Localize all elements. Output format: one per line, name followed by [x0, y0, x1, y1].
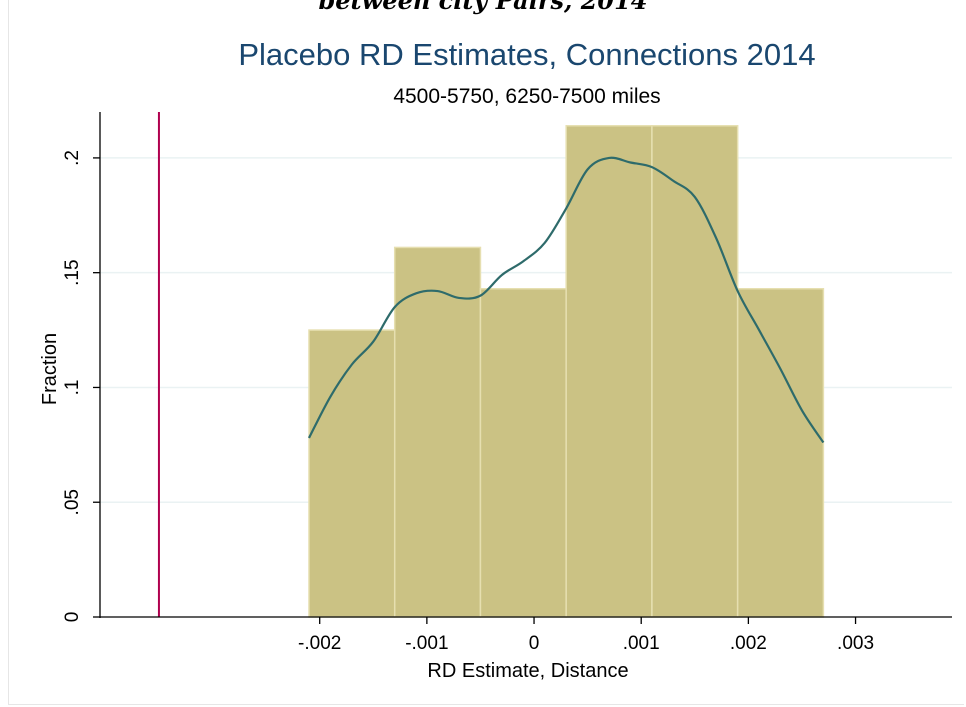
y-axis-label: Fraction [39, 333, 61, 405]
x-tick-label-3: .001 [623, 633, 660, 654]
y-tick-label-3: .15 [62, 259, 83, 285]
x-tick-label-1: -.001 [405, 633, 448, 654]
y-tick-label-1: .05 [62, 489, 83, 515]
density-curve [308, 156, 825, 444]
histogram-bar-1 [393, 246, 482, 618]
chart-frame [8, 0, 964, 705]
x-tick-label-0: -.002 [298, 633, 341, 654]
chart-subtitle: 4500-5750, 6250-7500 miles [393, 85, 660, 108]
axes [99, 112, 952, 618]
x-tick-label-5: .003 [837, 633, 874, 654]
y-axis-ticks: 0 .05 .1 .15 .2 [62, 150, 100, 622]
y-tick-label-4: .2 [62, 150, 83, 166]
y-tick-label-2: .1 [62, 380, 83, 396]
histogram-bar-4 [651, 125, 739, 618]
histogram-bar-2 [479, 288, 567, 618]
y-tick-label-0: 0 [62, 612, 83, 623]
x-axis-label: RD Estimate, Distance [427, 660, 628, 682]
histogram-bar-3 [565, 125, 653, 618]
histogram-bars [308, 125, 825, 618]
cut-off-heading: between city Pairs, 2014 [318, 0, 648, 15]
x-tick-label-4: .002 [730, 633, 767, 654]
x-tick-label-2: 0 [529, 633, 540, 654]
histogram-bar-0 [308, 329, 396, 618]
chart-title: Placebo RD Estimates, Connections 2014 [238, 37, 815, 72]
x-axis-ticks: -.002 -.001 0 .001 .002 .003 [298, 617, 874, 654]
histogram-bar-5 [736, 288, 825, 618]
